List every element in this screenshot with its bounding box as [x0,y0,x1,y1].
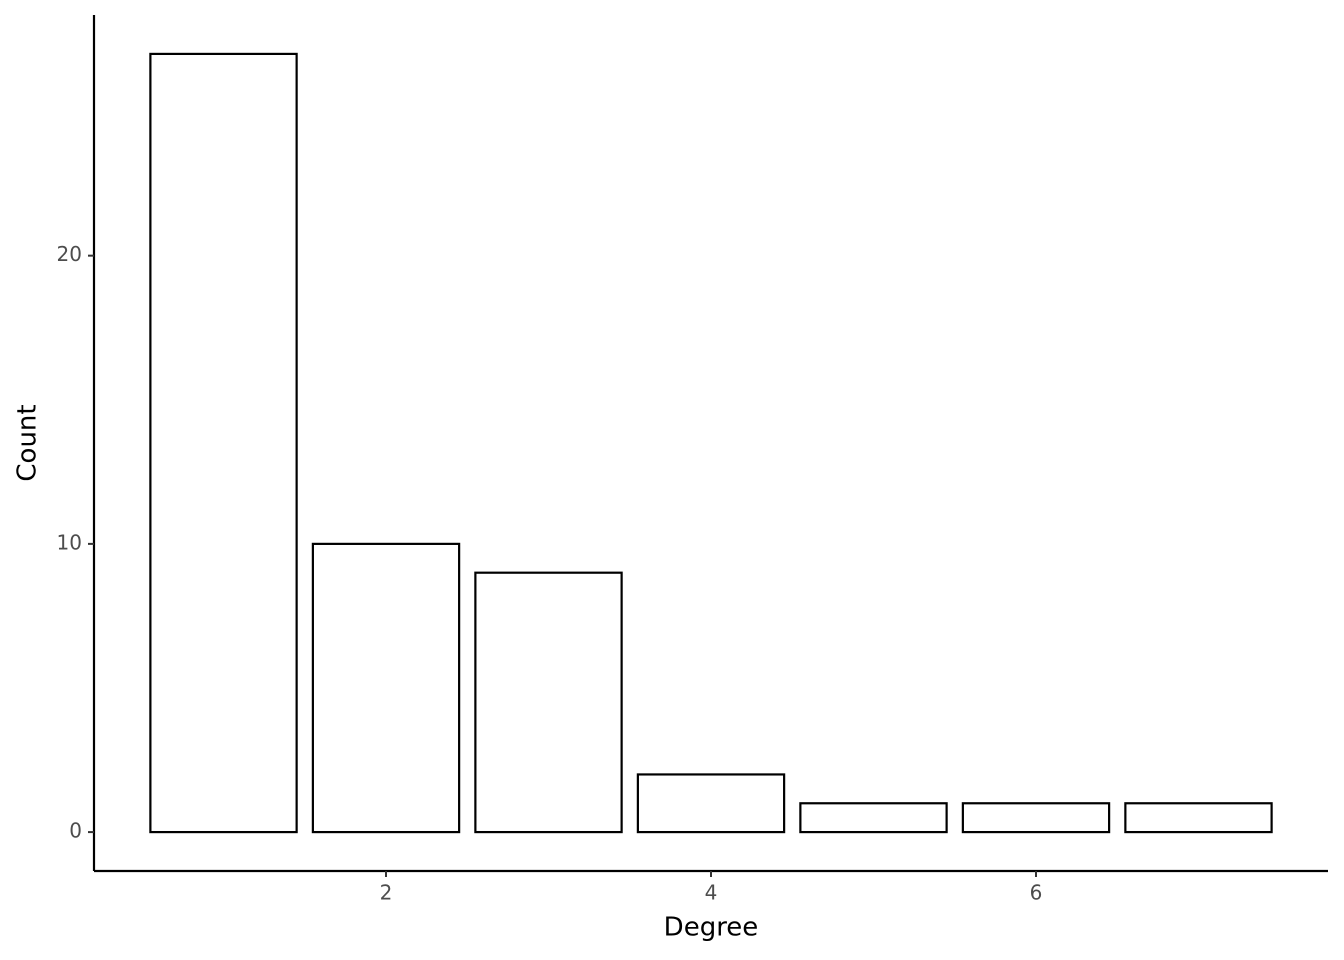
x-axis-title: Degree [664,913,759,943]
bar [1124,802,1273,834]
bar [311,542,461,834]
bar [961,802,1111,834]
bar [636,773,786,834]
y-tick-label: 20 [57,242,82,266]
x-tick-label: 6 [1030,881,1043,905]
y-tick-label: 0 [69,819,82,843]
bar [149,52,298,834]
y-axis-title: Count [13,404,43,481]
x-tick-label: 4 [705,881,718,905]
x-tick-label: 2 [380,881,393,905]
bar [799,802,948,834]
bar [474,571,623,834]
y-tick-label: 10 [57,530,82,554]
